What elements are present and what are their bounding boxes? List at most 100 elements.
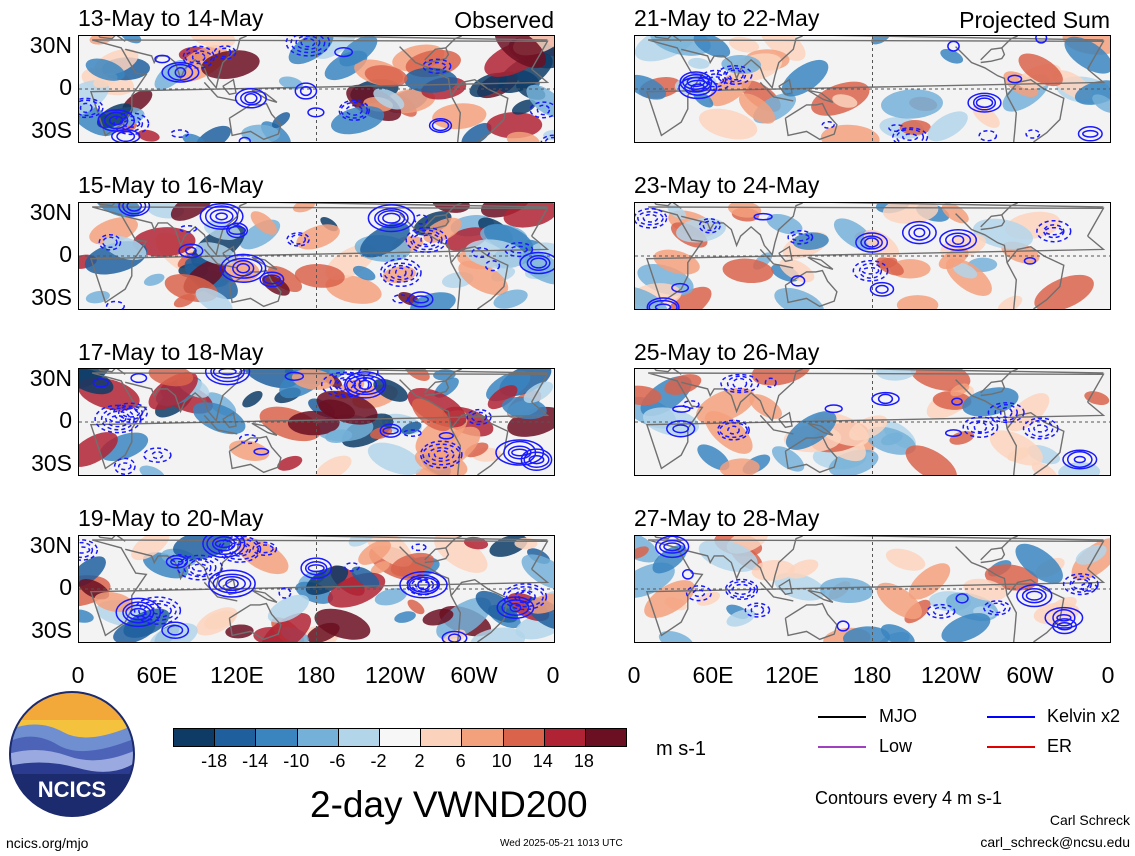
anomaly-shading (203, 610, 236, 630)
kelvin-contour (108, 115, 124, 126)
coastline (759, 414, 794, 435)
kelvin-contour (428, 447, 455, 462)
anomaly-shading (373, 378, 409, 402)
anomaly-shading (79, 432, 118, 467)
kelvin-contour (724, 578, 759, 601)
anomaly-shading (250, 211, 277, 235)
kelvin-contour (414, 581, 431, 589)
kelvin-contour (496, 596, 535, 619)
kelvin-contour (167, 624, 184, 636)
anomaly-shading (182, 133, 206, 142)
anomaly-shading (962, 387, 1019, 417)
kelvin-contour (79, 97, 104, 119)
kelvin-contour (536, 104, 551, 116)
kelvin-contour (199, 203, 244, 230)
kelvin-contour (184, 50, 213, 65)
kelvin-contour (727, 425, 740, 435)
kelvin-contour (901, 220, 937, 245)
kelvin-contour (420, 234, 433, 246)
logo-text: NCICS (38, 777, 106, 802)
kelvin-contour (671, 282, 690, 293)
kelvin-contour (240, 91, 262, 106)
anomaly-shading (296, 224, 340, 250)
projected-panel-1 (634, 35, 1111, 143)
anomaly-shading (236, 537, 289, 575)
anomaly-shading (658, 630, 694, 642)
kelvin-contour (877, 393, 894, 405)
kelvin-contour (824, 404, 843, 414)
coastline (125, 369, 247, 423)
anomaly-shading (881, 432, 903, 446)
lon-label: 180 (852, 662, 892, 688)
kelvin-contour (350, 369, 379, 380)
kelvin-contour (642, 213, 659, 223)
coastline (450, 578, 509, 642)
kelvin-contour (892, 127, 929, 142)
panel-title-obs-2: 15-May to 16-May (78, 172, 264, 198)
anomaly-shading (241, 124, 280, 142)
anomaly-shading (526, 84, 554, 118)
kelvin-contour (300, 37, 316, 48)
coastline (450, 245, 509, 309)
kelvin-contour (1056, 613, 1072, 622)
kelvin-contour (860, 235, 883, 250)
coastline (251, 422, 278, 436)
coastline (203, 414, 238, 435)
kelvin-contour (417, 579, 430, 591)
anomaly-shading (407, 599, 425, 615)
coastline (424, 47, 450, 64)
anomaly-shading (779, 258, 815, 283)
kelvin-contour (170, 129, 190, 138)
kelvin-contour (79, 99, 100, 117)
anomaly-shading (722, 258, 774, 284)
anomaly-shading (941, 613, 991, 642)
kelvin-contour (374, 208, 409, 229)
kelvin-contour (220, 253, 267, 283)
kelvin-contour (382, 212, 401, 224)
coastline (228, 435, 282, 474)
anomaly-shading (905, 445, 957, 475)
kelvin-contour (253, 447, 270, 456)
coastline (98, 536, 548, 542)
colorbar-label: 6 (455, 751, 466, 771)
panel-title-proj-4: 27-May to 28-May (634, 505, 820, 531)
kelvin-contour (672, 405, 691, 413)
coastline (125, 536, 247, 590)
kelvin-contour (528, 455, 545, 465)
colorbar-swatch (255, 729, 297, 746)
projected-label: Projected Sum (959, 7, 1110, 33)
kelvin-contour (353, 376, 378, 393)
kelvin-contour (682, 400, 700, 409)
coastline (222, 411, 237, 429)
kelvin-contour (402, 429, 422, 437)
observed-label: Observed (454, 7, 554, 33)
kelvin-contour (648, 299, 678, 309)
kelvin-contour (1079, 582, 1098, 592)
kelvin-contour (161, 62, 200, 83)
anomaly-shading (771, 446, 805, 472)
kelvin-contour (947, 40, 960, 52)
kelvin-contour (864, 237, 880, 248)
footer-url[interactable]: ncics.org/mjo (6, 835, 89, 851)
kelvin-contour (143, 447, 172, 463)
kelvin-contour (290, 234, 307, 245)
panel-title-proj-2: 23-May to 24-May (634, 172, 820, 198)
kelvin-contour (411, 578, 435, 592)
coastline (681, 369, 803, 423)
anomaly-shading (1049, 596, 1077, 615)
kelvin-contour (672, 424, 690, 434)
anomaly-shading (137, 129, 160, 142)
kelvin-contour (945, 232, 972, 248)
main-title: 2-day VWND200 (310, 784, 588, 825)
coastline (1001, 36, 1018, 49)
kelvin-contour (519, 251, 554, 275)
footer-email[interactable]: carl_schreck@ncsu.edu (980, 834, 1130, 850)
anomaly-shading (123, 608, 170, 638)
anomaly-shading (351, 566, 380, 588)
anomaly-shading (972, 104, 1000, 128)
kelvin-contour (133, 596, 182, 625)
anomaly-shading (876, 369, 917, 381)
kelvin-contour (1022, 417, 1059, 440)
kelvin-contour (967, 92, 1002, 113)
anomaly-shading (394, 611, 416, 623)
